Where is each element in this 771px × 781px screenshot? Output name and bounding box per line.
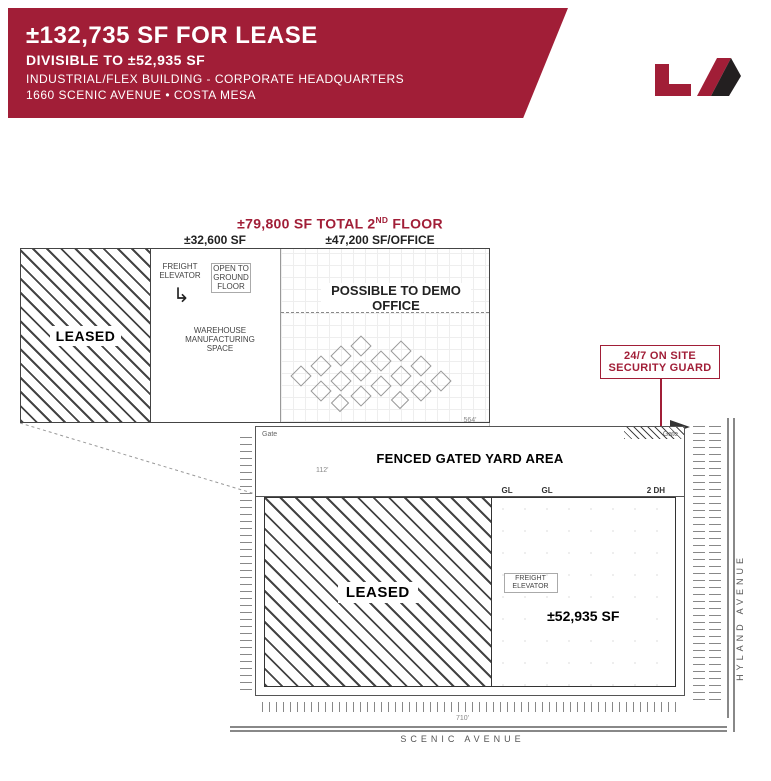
upper-title-prefix: ±79,800 SF TOTAL 2 bbox=[237, 216, 375, 232]
building-footprint: LEASED GL GL 2 DH FREIGHT ELEVATOR ±52,9… bbox=[264, 497, 676, 687]
street-right: HYLAND AVENUE bbox=[735, 554, 745, 681]
gate-label-e: Gate bbox=[663, 431, 678, 438]
lower-freight: FREIGHT ELEVATOR bbox=[504, 573, 558, 592]
dim-bottom: 710' bbox=[456, 715, 469, 722]
header-sub3: 1660 SCENIC AVENUE • COSTA MESA bbox=[26, 88, 550, 102]
site-plan: Gate Gate 564' 112' FENCED GATED YARD AR… bbox=[200, 426, 725, 746]
road-right bbox=[727, 418, 729, 718]
upper-freight-label: FREIGHT ELEVATOR bbox=[155, 263, 205, 281]
upper-floorplan: LEASED FREIGHT ELEVATOR ↳ OPEN TO GROUND… bbox=[20, 248, 490, 423]
upper-office-area: POSSIBLE TO DEMO OFFICE bbox=[281, 249, 489, 422]
upper-subtitles: ±32,600 SF ±47,200 SF/OFFICE bbox=[150, 233, 490, 247]
upper-title-suffix: FLOOR bbox=[388, 216, 443, 232]
dock-labels: GL GL 2 DH bbox=[492, 486, 676, 498]
parking-east-1 bbox=[693, 424, 705, 700]
lower-available-area: GL GL 2 DH FREIGHT ELEVATOR ±52,935 SF bbox=[491, 498, 676, 686]
callout-line2: SECURITY GUARD bbox=[605, 362, 715, 374]
dim-mid: 112' bbox=[316, 467, 329, 474]
lower-leased-area: LEASED bbox=[265, 498, 491, 686]
header-band: ±132,735 SF FOR LEASE DIVISIBLE TO ±52,9… bbox=[8, 8, 568, 118]
header-sub2: INDUSTRIAL/FLEX BUILDING - CORPORATE HEA… bbox=[26, 72, 550, 86]
callout-line1: 24/7 ON SITE bbox=[605, 350, 715, 362]
office-cluster-icon bbox=[289, 329, 474, 414]
brand-logo bbox=[651, 52, 741, 100]
security-callout: 24/7 ON SITE SECURITY GUARD bbox=[600, 345, 720, 379]
upper-warehouse-area: FREIGHT ELEVATOR ↳ OPEN TO GROUND FLOOR … bbox=[151, 249, 281, 422]
upper-left-sf: ±32,600 SF bbox=[150, 233, 280, 247]
lower-freight-label: FREIGHT ELEVATOR bbox=[507, 575, 555, 590]
parking-east-2 bbox=[709, 424, 721, 700]
dashed-divider bbox=[281, 312, 489, 313]
upper-warehouse-label: WAREHOUSE MANUFACTURING SPACE bbox=[175, 327, 265, 353]
road-bottom bbox=[230, 726, 727, 728]
available-sf-label: ±52,935 SF bbox=[528, 607, 638, 625]
road-bottom-2 bbox=[230, 730, 727, 732]
headline: ±132,735 SF FOR LEASE bbox=[26, 22, 550, 50]
upper-demo-label: POSSIBLE TO DEMO OFFICE bbox=[321, 283, 471, 313]
yard-label: FENCED GATED YARD AREA bbox=[256, 451, 684, 466]
gl-2: GL bbox=[542, 486, 553, 495]
callout-leader bbox=[660, 378, 662, 433]
upper-right-sf: ±47,200 SF/OFFICE bbox=[280, 233, 480, 247]
dim-top: 564' bbox=[463, 417, 476, 424]
lower-leased-label: LEASED bbox=[338, 582, 418, 603]
parking-west bbox=[240, 432, 252, 690]
upper-open-label: OPEN TO GROUND FLOOR bbox=[211, 263, 251, 293]
gl-1: GL bbox=[502, 486, 513, 495]
arrow-icon: ↳ bbox=[173, 283, 190, 308]
gate-label-w: Gate bbox=[262, 431, 277, 438]
upper-leased-label: LEASED bbox=[50, 326, 122, 346]
header-sub1: DIVISIBLE TO ±52,935 SF bbox=[26, 52, 550, 68]
site-outline: Gate Gate 564' 112' FENCED GATED YARD AR… bbox=[255, 426, 685, 696]
upper-title: ±79,800 SF TOTAL 2ND FLOOR bbox=[195, 215, 485, 232]
street-bottom: SCENIC AVENUE bbox=[200, 734, 725, 744]
parking-south bbox=[262, 702, 682, 712]
upper-leased-area: LEASED bbox=[21, 249, 151, 422]
dh-label: 2 DH bbox=[647, 486, 665, 495]
